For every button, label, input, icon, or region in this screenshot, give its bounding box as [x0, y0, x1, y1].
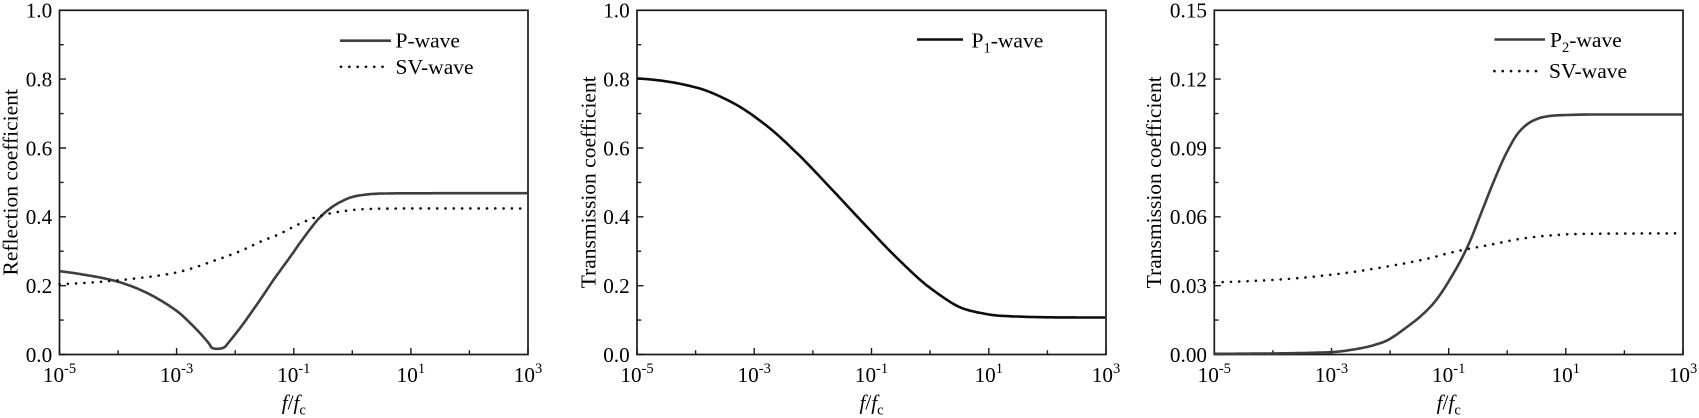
svg-text:Reflection coefficient: Reflection coefficient — [0, 89, 23, 275]
svg-text:Transmission coefficient: Transmission coefficient — [1142, 76, 1166, 288]
svg-text:0.2: 0.2 — [603, 274, 629, 298]
svg-text:SV-wave: SV-wave — [396, 55, 474, 79]
svg-text:10-5: 10-5 — [43, 361, 76, 387]
svg-text:P-wave: P-wave — [396, 29, 460, 53]
svg-text:1.0: 1.0 — [26, 0, 52, 23]
svg-text:0.12: 0.12 — [1170, 68, 1207, 92]
svg-text:0.0: 0.0 — [603, 343, 629, 367]
svg-text:P2-wave: P2-wave — [1550, 28, 1622, 56]
svg-text:0.6: 0.6 — [603, 136, 629, 160]
svg-text:0.8: 0.8 — [603, 68, 629, 92]
svg-text:0.8: 0.8 — [26, 68, 52, 92]
svg-text:P1-wave: P1-wave — [972, 28, 1044, 56]
svg-text:f/fc: f/fc — [859, 391, 883, 418]
svg-text:Transmission coefficient: Transmission coefficient — [577, 76, 601, 288]
svg-text:0.2: 0.2 — [26, 274, 52, 298]
svg-text:SV-wave: SV-wave — [1549, 59, 1627, 83]
svg-text:0.00: 0.00 — [1170, 343, 1207, 367]
svg-text:0.4: 0.4 — [26, 205, 53, 229]
svg-text:0.09: 0.09 — [1170, 136, 1207, 160]
svg-text:0.03: 0.03 — [1170, 274, 1207, 298]
svg-text:0.6: 0.6 — [26, 136, 52, 160]
svg-text:0.0: 0.0 — [26, 343, 52, 367]
svg-text:0.15: 0.15 — [1170, 0, 1207, 23]
svg-text:10-1: 10-1 — [855, 361, 888, 387]
svg-text:101: 101 — [975, 361, 1003, 387]
svg-text:1.0: 1.0 — [603, 0, 629, 23]
svg-text:0.06: 0.06 — [1170, 205, 1207, 229]
svg-text:0.4: 0.4 — [603, 205, 630, 229]
